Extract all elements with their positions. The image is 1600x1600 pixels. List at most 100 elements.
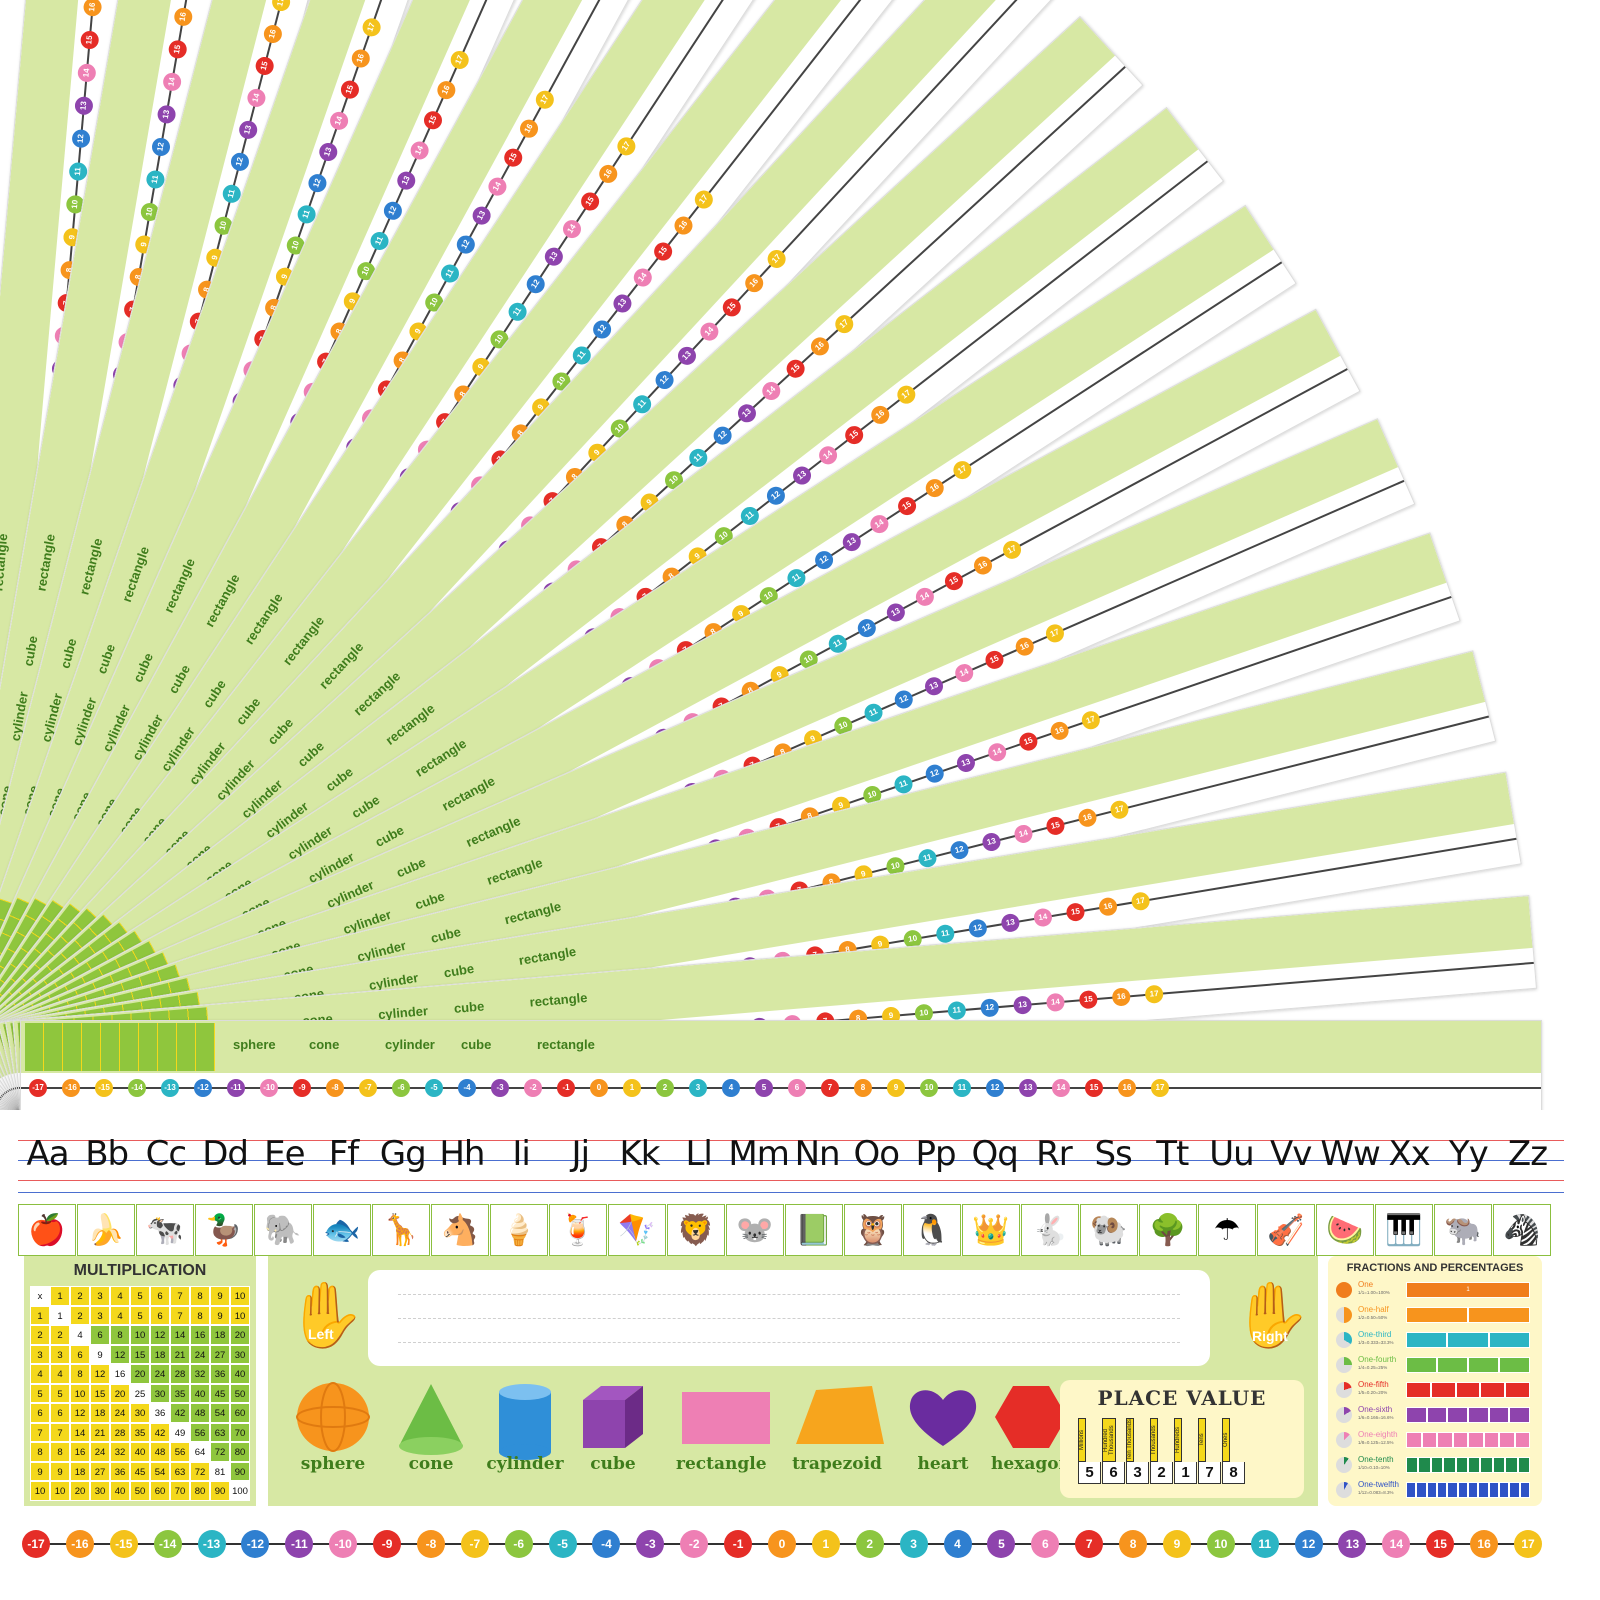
fanned-strip-dot: 17 [949, 457, 975, 483]
name-writing-box[interactable] [368, 1270, 1210, 1366]
fanned-strip-label: cube [442, 960, 476, 981]
heart-shape [898, 1382, 988, 1457]
mult-header: 1 [30, 1305, 50, 1325]
fraction-pie-icon [1336, 1457, 1352, 1473]
mult-cell: 8 [70, 1364, 90, 1384]
fanned-strip-dot: -17 [29, 1079, 47, 1097]
fanned-strip-dot: 15 [253, 55, 276, 77]
alphabet-letter: Xx [1388, 1134, 1430, 1174]
mult-cell: 40 [110, 1481, 130, 1501]
mult-cell: 54 [210, 1403, 230, 1423]
fraction-value: 1/12=0.083=8.3% [1358, 1490, 1394, 1495]
place-value-header: Hundreds [1174, 1418, 1182, 1462]
fraction-value: 1/1=1.00=100% [1358, 1290, 1390, 1295]
place-value-digit: 1 [1174, 1462, 1197, 1484]
fraction-segment [1406, 1457, 1419, 1473]
fanned-strip-dot: 14 [559, 216, 585, 242]
mult-cell: 40 [130, 1442, 150, 1462]
fanned-strip-dot: 17 [1144, 984, 1164, 1004]
place-value-digit: 8 [1222, 1462, 1245, 1484]
sheep-icon: 🐏 [1080, 1204, 1138, 1256]
mult-cell: 5 [50, 1383, 70, 1403]
number-line: -17 -16 -15 -14 -13 -12 -11 -10 -9 -8 -7 -6 -5 -4 -3 -2… [18, 1514, 1564, 1574]
place-value-digit: 3 [1126, 1462, 1149, 1484]
fraction-bar [1406, 1407, 1531, 1423]
fanned-strip-dot: 12 [71, 128, 91, 149]
fanned-strip-dot: 6 [788, 1079, 806, 1097]
place-value-column: Millions 5 [1078, 1418, 1101, 1484]
fractions-panel: FRACTIONS AND PERCENTAGES One 1/1=1.00=10… [1328, 1256, 1542, 1506]
fraction-segment [1505, 1382, 1530, 1398]
fanned-strip-axis [21, 1087, 1541, 1089]
fraction-segment [1443, 1457, 1456, 1473]
mult-cell: 64 [190, 1442, 210, 1462]
fraction-value: 1/4=0.25=25% [1358, 1365, 1388, 1370]
shape-label: cylinder [486, 1454, 564, 1474]
fraction-bar [1406, 1307, 1530, 1323]
mult-cell: 36 [110, 1461, 130, 1481]
mult-cell: 56 [190, 1422, 210, 1442]
fraction-segment [1437, 1357, 1468, 1373]
fraction-segment [1452, 1432, 1468, 1448]
mult-cell: 60 [230, 1403, 250, 1423]
mult-cell: 14 [70, 1422, 90, 1442]
fanned-strip-dot: 13 [954, 751, 978, 775]
number-line-dot: 15 [1426, 1530, 1455, 1558]
fanned-strip-dot: 12 [986, 1079, 1004, 1097]
alphabet-letter: Zz [1507, 1134, 1548, 1174]
number-line-dot: -10 [329, 1530, 358, 1558]
fanned-strip-label: rectangle [484, 854, 545, 888]
fraction-value: 1/6=0.166=16.6% [1358, 1415, 1394, 1420]
fanned-strip-dot: 2 [656, 1079, 674, 1097]
fanned-strip-dot: 17 [1108, 798, 1131, 821]
mult-cell: 3 [50, 1344, 70, 1364]
fraction-segment [1509, 1407, 1531, 1423]
place-value-digit: 2 [1150, 1462, 1173, 1484]
fraction-segment [1430, 1457, 1444, 1473]
fanned-strip-dot: -2 [524, 1079, 542, 1097]
mult-cell: 1 [50, 1305, 70, 1325]
fish-icon: 🐟 [313, 1204, 371, 1256]
fraction-segment [1480, 1457, 1493, 1473]
fanned-strip-label: cube [57, 636, 80, 670]
alphabet-letter: Qq [971, 1134, 1019, 1174]
mult-header: 5 [130, 1286, 150, 1306]
number-line-dot: 9 [1162, 1530, 1191, 1558]
fanned-strip-label: rectangle [0, 532, 11, 592]
fanned-strip-dot: -5 [425, 1079, 443, 1097]
fanned-strip-dot: 13 [156, 104, 177, 125]
fanned-strip-dot: 15 [894, 493, 920, 519]
fanned-strip-label: sphere [233, 1037, 276, 1052]
alphabet-letter: Oo [853, 1134, 901, 1174]
multiplication-title: MULTIPLICATION [73, 1262, 207, 1279]
fanned-strip-dot: 15 [941, 568, 967, 594]
fanned-strip-label: cube [20, 634, 41, 668]
cylinder-shape [480, 1382, 570, 1467]
mult-cell: 20 [70, 1481, 90, 1501]
fanned-strip-dot: 12 [967, 917, 989, 939]
fraction-value: 1/5=0.20=20% [1358, 1390, 1388, 1395]
fraction-segment [1483, 1432, 1499, 1448]
fraction-segment [1406, 1482, 1417, 1498]
mult-cell: 10 [50, 1481, 70, 1501]
number-line-dot: 16 [1470, 1530, 1499, 1558]
mult-cell: 7 [170, 1305, 190, 1325]
fraction-row: One-fourth 1/4=0.25=25% [1336, 1355, 1536, 1377]
mult-cell: 10 [70, 1383, 90, 1403]
multiplication-grid: x 1 2 3 4 5 6 7 8 9 10 1 1 2 3 4 5 6 7 8 9 10 2 2 4 6 8 10 12 14 16 18 2… [30, 1286, 250, 1501]
mult-cell: 2 [70, 1305, 90, 1325]
duck-icon: 🦆 [195, 1204, 253, 1256]
fanned-strip-dot: 16 [1111, 987, 1131, 1007]
trapezoid-shape [792, 1382, 884, 1457]
mult-cell: 7 [50, 1422, 70, 1442]
mult-cell: 18 [150, 1344, 170, 1364]
alphabet-letter: Ww [1320, 1134, 1380, 1174]
mult-header: 6 [150, 1286, 170, 1306]
place-value-header: Hundred Thousands [1102, 1418, 1116, 1462]
number-line-dot: 11 [1250, 1530, 1279, 1558]
number-line-dot: -15 [109, 1530, 138, 1558]
mult-cell: 15 [130, 1344, 150, 1364]
mult-cell: 35 [170, 1383, 190, 1403]
fanned-strip-dot: 8 [854, 1079, 872, 1097]
alphabet-letter: Tt [1156, 1134, 1189, 1174]
